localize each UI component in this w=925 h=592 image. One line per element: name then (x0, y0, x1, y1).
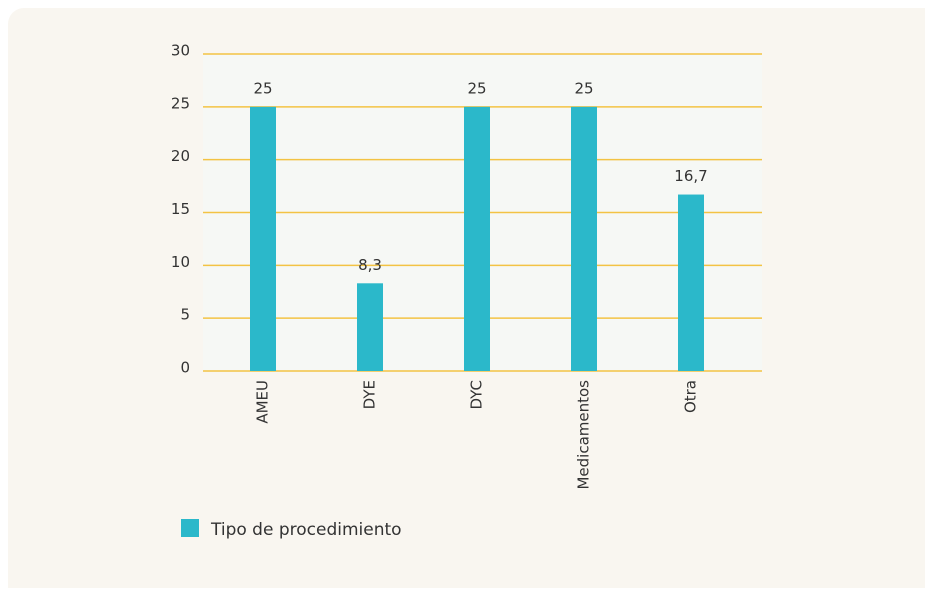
x-tick-label: Otra (682, 380, 700, 413)
y-tick-label: 25 (171, 94, 190, 112)
y-tick-label: 0 (180, 359, 190, 377)
x-tick-label: AMEU (254, 380, 272, 424)
y-tick-label: 15 (171, 200, 190, 218)
bar (250, 106, 276, 371)
data-label: 25 (253, 79, 272, 97)
legend-label: Tipo de procedimiento (210, 520, 402, 540)
y-tick-label: 5 (180, 306, 190, 324)
legend-swatch (181, 519, 199, 537)
data-label: 25 (467, 79, 486, 97)
x-tick-label: Medicamentos (575, 380, 593, 490)
y-tick-label: 20 (171, 147, 190, 165)
x-tick-label: DYC (468, 380, 486, 410)
bar (464, 106, 490, 371)
data-label: 8,3 (358, 256, 382, 274)
y-tick-label: 10 (171, 253, 190, 271)
data-label: 25 (574, 79, 593, 97)
bar (571, 106, 597, 371)
x-tick-label: DYE (361, 380, 379, 409)
data-label: 16,7 (674, 167, 707, 185)
bar (678, 194, 704, 371)
y-tick-label: 30 (171, 42, 190, 60)
bar (357, 283, 383, 371)
